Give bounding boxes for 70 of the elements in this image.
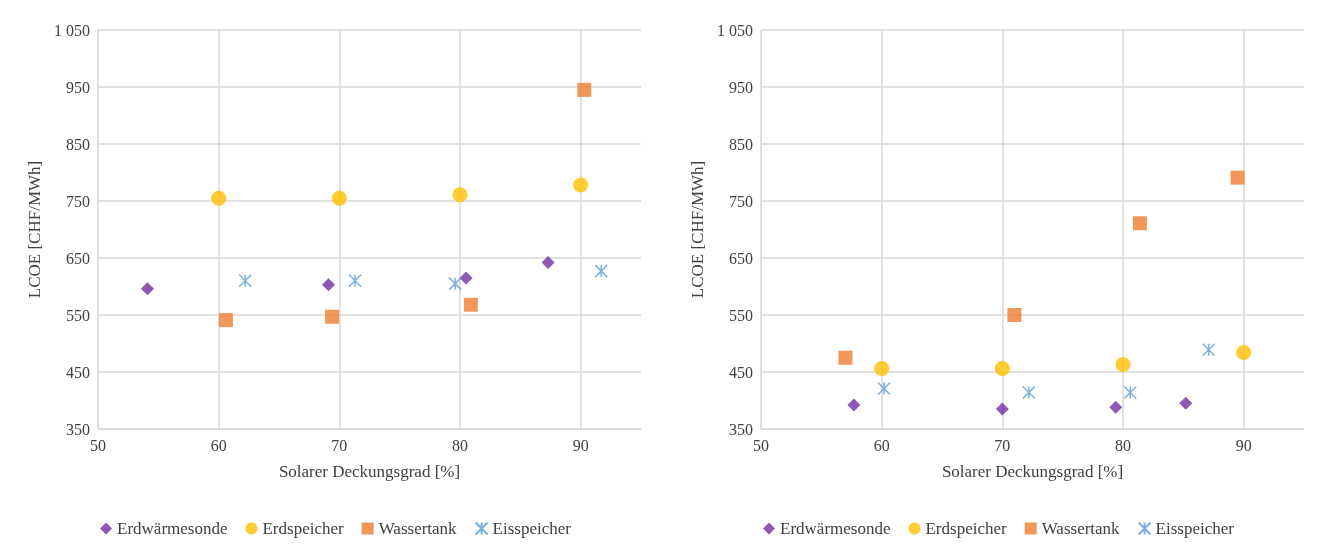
- point: [1109, 400, 1123, 414]
- point: [1022, 385, 1036, 400]
- x-tick-label: 90: [1235, 436, 1252, 454]
- y-tick-label: 1 050: [717, 21, 753, 39]
- y-tick-label: 550: [729, 306, 753, 324]
- point: [331, 190, 347, 206]
- legend-label: Eisspeicher: [1155, 519, 1235, 538]
- point: [1115, 357, 1131, 373]
- y-tick-label: 450: [66, 363, 90, 381]
- y-axis-title: LCOE [CHF/MWh]: [25, 160, 45, 299]
- y-tick-label: 650: [66, 249, 90, 267]
- point: [211, 190, 227, 206]
- point: [1230, 170, 1245, 185]
- point: [140, 282, 154, 296]
- legend-label: Wassertank: [1041, 519, 1121, 538]
- y-tick-label: 450: [729, 363, 753, 381]
- legend-label: Erdwärmesonde: [780, 519, 891, 538]
- point: [1179, 396, 1193, 410]
- point: [877, 381, 891, 396]
- point: [847, 398, 861, 412]
- y-tick-label: 550: [66, 306, 90, 324]
- y-tick-label: 750: [66, 192, 90, 210]
- y-tick-label: 950: [729, 78, 753, 96]
- y-tick-label: 350: [66, 420, 90, 438]
- x-tick-label: 50: [753, 436, 769, 454]
- point: [321, 278, 335, 292]
- y-tick-label: 950: [66, 78, 90, 96]
- point: [995, 402, 1009, 416]
- point: [348, 274, 362, 288]
- point: [838, 350, 853, 365]
- point: [1132, 216, 1147, 231]
- point: [325, 309, 340, 324]
- x-tick-label: 70: [331, 436, 348, 454]
- point: [577, 82, 592, 97]
- legend-label: Erdspeicher: [925, 519, 1008, 538]
- y-tick-label: 850: [66, 135, 90, 153]
- point: [874, 361, 890, 377]
- x-tick-label: 80: [452, 436, 468, 454]
- x-tick-label: 60: [873, 436, 890, 454]
- legend-label: Erdwärmesonde: [117, 519, 228, 538]
- x-tick-label: 70: [994, 436, 1011, 454]
- point: [238, 274, 252, 288]
- x-tick-label: 90: [572, 436, 589, 454]
- point: [1201, 343, 1216, 357]
- y-tick-label: 850: [729, 135, 753, 153]
- legend-label: Eisspeicher: [492, 519, 572, 538]
- x-tick-label: 80: [1115, 436, 1131, 454]
- y-tick-label: 1 050: [54, 21, 90, 39]
- point: [463, 297, 478, 312]
- point: [994, 361, 1010, 377]
- point: [448, 276, 462, 291]
- legend-label: Erdspeicher: [262, 519, 345, 538]
- point: [218, 313, 233, 328]
- x-tick-label: 50: [90, 436, 106, 454]
- y-tick-label: 750: [729, 192, 753, 210]
- point: [1236, 345, 1252, 361]
- x-axis-title: Solarer Deckungsgrad [%]: [278, 462, 461, 481]
- point: [594, 264, 608, 278]
- point: [573, 177, 589, 193]
- y-tick-label: 650: [729, 249, 753, 267]
- point: [452, 187, 468, 203]
- point: [1123, 385, 1137, 400]
- point: [459, 271, 473, 285]
- point: [541, 256, 555, 270]
- y-tick-label: 350: [729, 420, 753, 438]
- point: [1007, 308, 1022, 322]
- legend-label: Wassertank: [378, 519, 458, 538]
- x-axis-title: Solarer Deckungsgrad [%]: [941, 462, 1124, 481]
- y-axis-title: LCOE [CHF/MWh]: [688, 160, 708, 299]
- x-tick-label: 60: [210, 436, 227, 454]
